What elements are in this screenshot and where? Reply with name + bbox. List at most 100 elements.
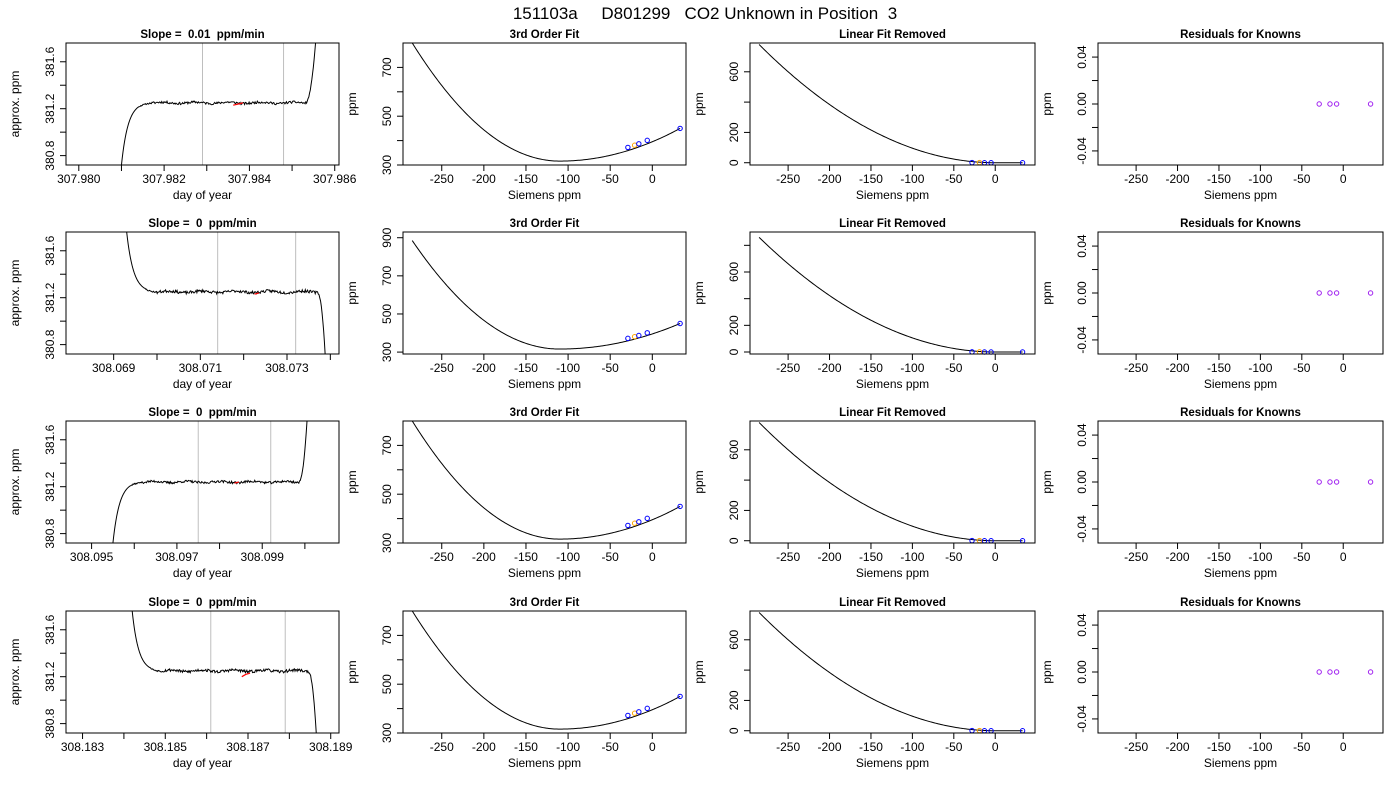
chart-3-2-point-5 bbox=[677, 503, 683, 510]
chart-2-4-title: Residuals for Knowns bbox=[1180, 218, 1301, 230]
chart-2-4-frame bbox=[1097, 231, 1384, 355]
chart-1-3-ytick-label-2: 200 bbox=[727, 122, 741, 142]
chart-2-2-xtick-label-6: 0 bbox=[649, 361, 656, 375]
chart-4-2-xtick-label-4: -100 bbox=[556, 740, 580, 754]
chart-2-4-xtick-label-6: 0 bbox=[1340, 361, 1347, 375]
chart-1-1-data bbox=[120, 43, 317, 165]
figure-title: 151103a D801299 CO2 Unknown in Position … bbox=[513, 4, 897, 23]
chart-4-1-ytick-label-5: 381.6 bbox=[43, 614, 57, 644]
chart-2-4-ytick-label-5: 0.04 bbox=[1075, 234, 1089, 258]
chart-3-4-point-2 bbox=[1327, 479, 1333, 485]
chart-4-4-frame bbox=[1097, 610, 1384, 734]
chart-3-4-xtick-label-4: -100 bbox=[1248, 550, 1272, 564]
chart-1-4-xtick-label-2: -200 bbox=[1166, 172, 1190, 186]
chart-2-4-xlabel: Siemens ppm bbox=[1204, 377, 1277, 391]
chart-3-1-xtick-label-5: 308.099 bbox=[241, 550, 285, 564]
chart-2-3-fit-curve bbox=[758, 236, 1023, 353]
chart-2-3-xtick-label-4: -100 bbox=[900, 361, 924, 375]
chart-1-3-fit-curve bbox=[758, 44, 1023, 164]
chart-2-4-point-4 bbox=[1367, 290, 1374, 296]
chart-4-3-point-1 bbox=[969, 727, 975, 734]
chart-4-1-title: Slope = 0 ppm/min bbox=[148, 597, 256, 609]
chart-4-4: Residuals for Knowns Siemens ppm ppm -250 -2… bbox=[1040, 597, 1384, 770]
chart-3-4-frame bbox=[1097, 420, 1384, 544]
chart-1-4-point-1 bbox=[1316, 101, 1322, 107]
chart-1-3-xtick-label-6: 0 bbox=[992, 172, 999, 186]
chart-4-4-point-2 bbox=[1327, 669, 1333, 675]
chart-4-3-xtick-label-4: -100 bbox=[900, 740, 924, 754]
chart-1-3-xtick-label-4: -100 bbox=[900, 172, 924, 186]
chart-3-3-fit-curve bbox=[758, 422, 1023, 542]
chart-2-3-frame bbox=[749, 231, 1036, 355]
chart-3-2: 3rd Order Fit Siemens ppm ppm -250 -200 -150 -… bbox=[345, 407, 687, 580]
chart-1-2-xtick-label-6: 0 bbox=[649, 172, 656, 186]
chart-3-1-data bbox=[112, 421, 308, 543]
chart-2-4-point-2 bbox=[1327, 290, 1333, 296]
chart-1-4-title: Residuals for Knowns bbox=[1180, 29, 1301, 41]
chart-1-4-ytick-label-1: -0.04 bbox=[1075, 137, 1089, 165]
chart-3-2-xtick-label-6: 0 bbox=[649, 550, 656, 564]
chart-3-2-xtick-label-2: -200 bbox=[472, 550, 496, 564]
chart-2-3-data bbox=[758, 236, 1023, 353]
chart-4-2-xtick-label-6: 0 bbox=[649, 740, 656, 754]
chart-1-2-ytick-label-5: 700 bbox=[380, 57, 394, 77]
chart-1-4-ylabel: ppm bbox=[1040, 92, 1054, 115]
chart-4-1-xlabel: day of year bbox=[173, 756, 232, 770]
chart-3-2-ytick-label-3: 500 bbox=[380, 484, 394, 504]
chart-2-4-point-3 bbox=[1333, 290, 1340, 296]
chart-2-1-ylabel: approx. ppm bbox=[8, 260, 22, 327]
chart-2-3-xlabel: Siemens ppm bbox=[856, 377, 929, 391]
chart-4-3-xtick-label-6: 0 bbox=[992, 740, 999, 754]
chart-2-2-ylabel: ppm bbox=[345, 281, 359, 304]
chart-2-2-ytick-label-3: 700 bbox=[380, 266, 394, 286]
chart-1-4-xtick-label-4: -100 bbox=[1248, 172, 1272, 186]
chart-1-4-ytick-label-3: 0.00 bbox=[1075, 92, 1089, 116]
chart-4-3: Linear Fit Removed Siemens ppm ppm -250 -200… bbox=[692, 597, 1036, 770]
chart-3-2-data bbox=[411, 421, 681, 540]
chart-3-4-title: Residuals for Knowns bbox=[1180, 407, 1301, 419]
chart-4-4-xtick-label-3: -150 bbox=[1207, 740, 1231, 754]
chart-2-3-xtick-label-5: -50 bbox=[945, 361, 963, 375]
chart-3-1-ytick-label-1: 380.8 bbox=[43, 518, 57, 548]
chart-3-4-xtick-label-2: -200 bbox=[1166, 550, 1190, 564]
chart-4-2-point-4 bbox=[644, 705, 650, 712]
chart-4-1-trace bbox=[131, 611, 317, 733]
chart-4-1-frame bbox=[65, 610, 340, 734]
chart-2-3-xtick-label-3: -150 bbox=[859, 361, 883, 375]
chart-1-3-data bbox=[758, 44, 1023, 164]
chart-2-3-point-1 bbox=[969, 349, 975, 355]
chart-2-1-highlight bbox=[254, 292, 259, 295]
chart-4-1-xtick-label-3: 308.185 bbox=[144, 740, 188, 754]
chart-3-3-point-1 bbox=[969, 537, 975, 544]
chart-1-2-xtick-label-4: -100 bbox=[556, 172, 580, 186]
chart-2-1-xlabel: day of year bbox=[173, 377, 232, 391]
chart-4-2-point-5 bbox=[677, 693, 683, 700]
chart-1-2-ytick-label-3: 500 bbox=[380, 106, 394, 126]
chart-2-2-title: 3rd Order Fit bbox=[510, 218, 580, 230]
chart-3-4-point-4 bbox=[1367, 479, 1374, 485]
chart-1-1-xtick-label-3: 307.982 bbox=[142, 172, 186, 186]
chart-1-2-frame bbox=[402, 42, 687, 166]
chart-2-1-ytick-label-1: 380.8 bbox=[43, 329, 57, 359]
chart-1-4-point-3 bbox=[1333, 101, 1340, 107]
chart-4-4-xtick-label-4: -100 bbox=[1248, 740, 1272, 754]
chart-3-2-point-4 bbox=[644, 515, 650, 522]
chart-2-3-ytick-label-4: 600 bbox=[727, 262, 741, 282]
chart-3-1-xtick-label-3: 308.097 bbox=[155, 550, 199, 564]
chart-4-1-ylabel: approx. ppm bbox=[8, 639, 22, 706]
chart-3-1-trace bbox=[112, 421, 308, 543]
chart-3-1-title: Slope = 0 ppm/min bbox=[148, 407, 256, 419]
chart-1-2: 3rd Order Fit Siemens ppm ppm -250 -200 -150 -… bbox=[345, 29, 687, 202]
chart-3-2-ytick-label-5: 700 bbox=[380, 435, 394, 455]
chart-3-4-ytick-label-1: -0.04 bbox=[1075, 515, 1089, 543]
chart-2-2-ytick-label-4: 900 bbox=[380, 227, 394, 247]
chart-1-3-xtick-label-3: -150 bbox=[859, 172, 883, 186]
chart-1-1-title: Slope = 0.01 ppm/min bbox=[140, 29, 264, 41]
chart-2-4: Residuals for Knowns Siemens ppm ppm -250 -2… bbox=[1040, 218, 1384, 391]
chart-3-1-xlabel: day of year bbox=[173, 566, 232, 580]
chart-1-3-xtick-label-2: -200 bbox=[818, 172, 842, 186]
chart-3-4-xtick-label-1: -250 bbox=[1124, 550, 1148, 564]
chart-2-3-title: Linear Fit Removed bbox=[839, 218, 946, 230]
chart-3-4: Residuals for Knowns Siemens ppm ppm -250 -2… bbox=[1040, 407, 1384, 580]
chart-4-3-xtick-label-5: -50 bbox=[945, 740, 963, 754]
